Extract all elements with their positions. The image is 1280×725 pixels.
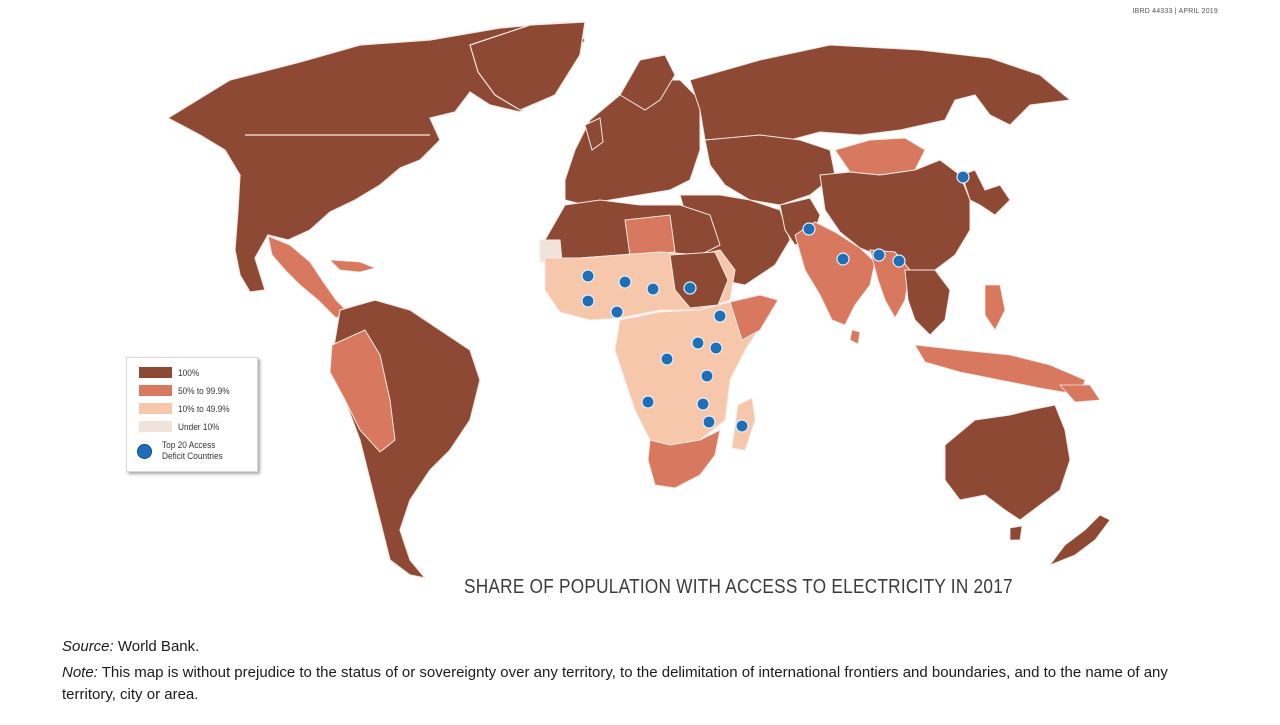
tasmania	[1009, 525, 1023, 541]
russia	[689, 44, 1072, 141]
deficit-country-marker	[700, 369, 714, 383]
legend-item-deficit: Top 20 Access Deficit Countries	[129, 440, 228, 462]
caribbean-islands	[328, 259, 377, 273]
deficit-country-marker	[892, 254, 906, 268]
legend-label-100: 100%	[178, 367, 200, 378]
china	[819, 159, 971, 271]
greenland	[469, 21, 586, 111]
deficit-country-marker	[581, 269, 595, 283]
legend-swatch-10-49	[139, 403, 172, 414]
legend-label-deficit-line2: Deficit Countries	[162, 451, 223, 461]
india	[794, 221, 876, 326]
deficit-country-marker	[691, 336, 705, 350]
deficit-country-marker	[836, 252, 850, 266]
deficit-country-marker	[872, 248, 886, 262]
legend-label-deficit-line1: Top 20 Access	[162, 440, 216, 450]
philippines	[984, 284, 1006, 331]
southeast-asia-mainland	[904, 269, 951, 336]
source-text: World Bank.	[113, 638, 200, 655]
deficit-country-markers	[581, 170, 970, 433]
deficit-country-marker	[646, 282, 660, 296]
legend-label-50-99: 50% to 99.9%	[178, 385, 230, 396]
deficit-country-marker	[713, 309, 727, 323]
deficit-country-marker	[660, 352, 674, 366]
korea-japan	[961, 169, 1011, 216]
libya-egypt-region	[624, 214, 676, 257]
deficit-country-marker	[702, 415, 716, 429]
deficit-country-marker	[735, 419, 749, 433]
papua-new-guinea	[1059, 384, 1101, 403]
legend-item-100: 100%	[139, 367, 201, 378]
north-america-landmass	[166, 21, 586, 293]
deficit-country-marker	[581, 294, 595, 308]
legend-label-10-49: 10% to 49.9%	[178, 403, 230, 414]
map-legend: 100% 50% to 99.9% 10% to 49.9% Under 10%…	[126, 357, 258, 472]
mongolia	[834, 137, 926, 176]
deficit-country-marker	[610, 305, 624, 319]
deficit-country-marker	[956, 170, 970, 184]
central-east-africa	[614, 294, 766, 446]
note-paragraph: Note: This map is without prejudice to t…	[62, 662, 1212, 706]
legend-swatch-under-10	[139, 421, 172, 432]
central-america	[267, 235, 349, 319]
new-zealand	[1048, 514, 1111, 566]
source-label: Source:	[62, 638, 114, 655]
deficit-country-marker	[802, 222, 816, 236]
legend-swatch-50-99	[139, 385, 172, 396]
australia	[944, 404, 1071, 521]
legend-item-under-10: Under 10%	[139, 421, 223, 432]
deficit-dot-icon	[137, 443, 152, 459]
horn-of-africa	[729, 294, 779, 341]
indonesia	[914, 344, 1086, 396]
deficit-country-marker	[641, 395, 655, 409]
southern-africa	[647, 429, 721, 489]
map-title: SHARE OF POPULATION WITH ACCESS TO ELECT…	[464, 576, 1013, 598]
deficit-country-marker	[683, 281, 697, 295]
legend-swatch-100	[139, 367, 172, 378]
source-line: Source: World Bank.	[62, 638, 199, 655]
sri-lanka	[849, 329, 861, 345]
legend-item-10-49: 10% to 49.9%	[139, 403, 234, 414]
ibrd-reference-label: IBRD 44333 | APRIL 2019	[1132, 8, 1218, 15]
legend-label-deficit: Top 20 Access Deficit Countries	[162, 440, 223, 462]
peru-bolivia-region	[329, 329, 396, 453]
note-label: Note:	[62, 664, 98, 681]
deficit-country-marker	[618, 275, 632, 289]
deficit-country-marker	[709, 341, 723, 355]
legend-item-50-99: 50% to 99.9%	[139, 385, 234, 396]
legend-label-under-10: Under 10%	[178, 421, 220, 432]
kazakhstan-central-asia	[704, 134, 836, 206]
note-text: This map is without prejudice to the sta…	[62, 664, 1168, 703]
uk-ireland	[584, 117, 604, 151]
deficit-country-marker	[696, 397, 710, 411]
scandinavia	[619, 54, 676, 111]
